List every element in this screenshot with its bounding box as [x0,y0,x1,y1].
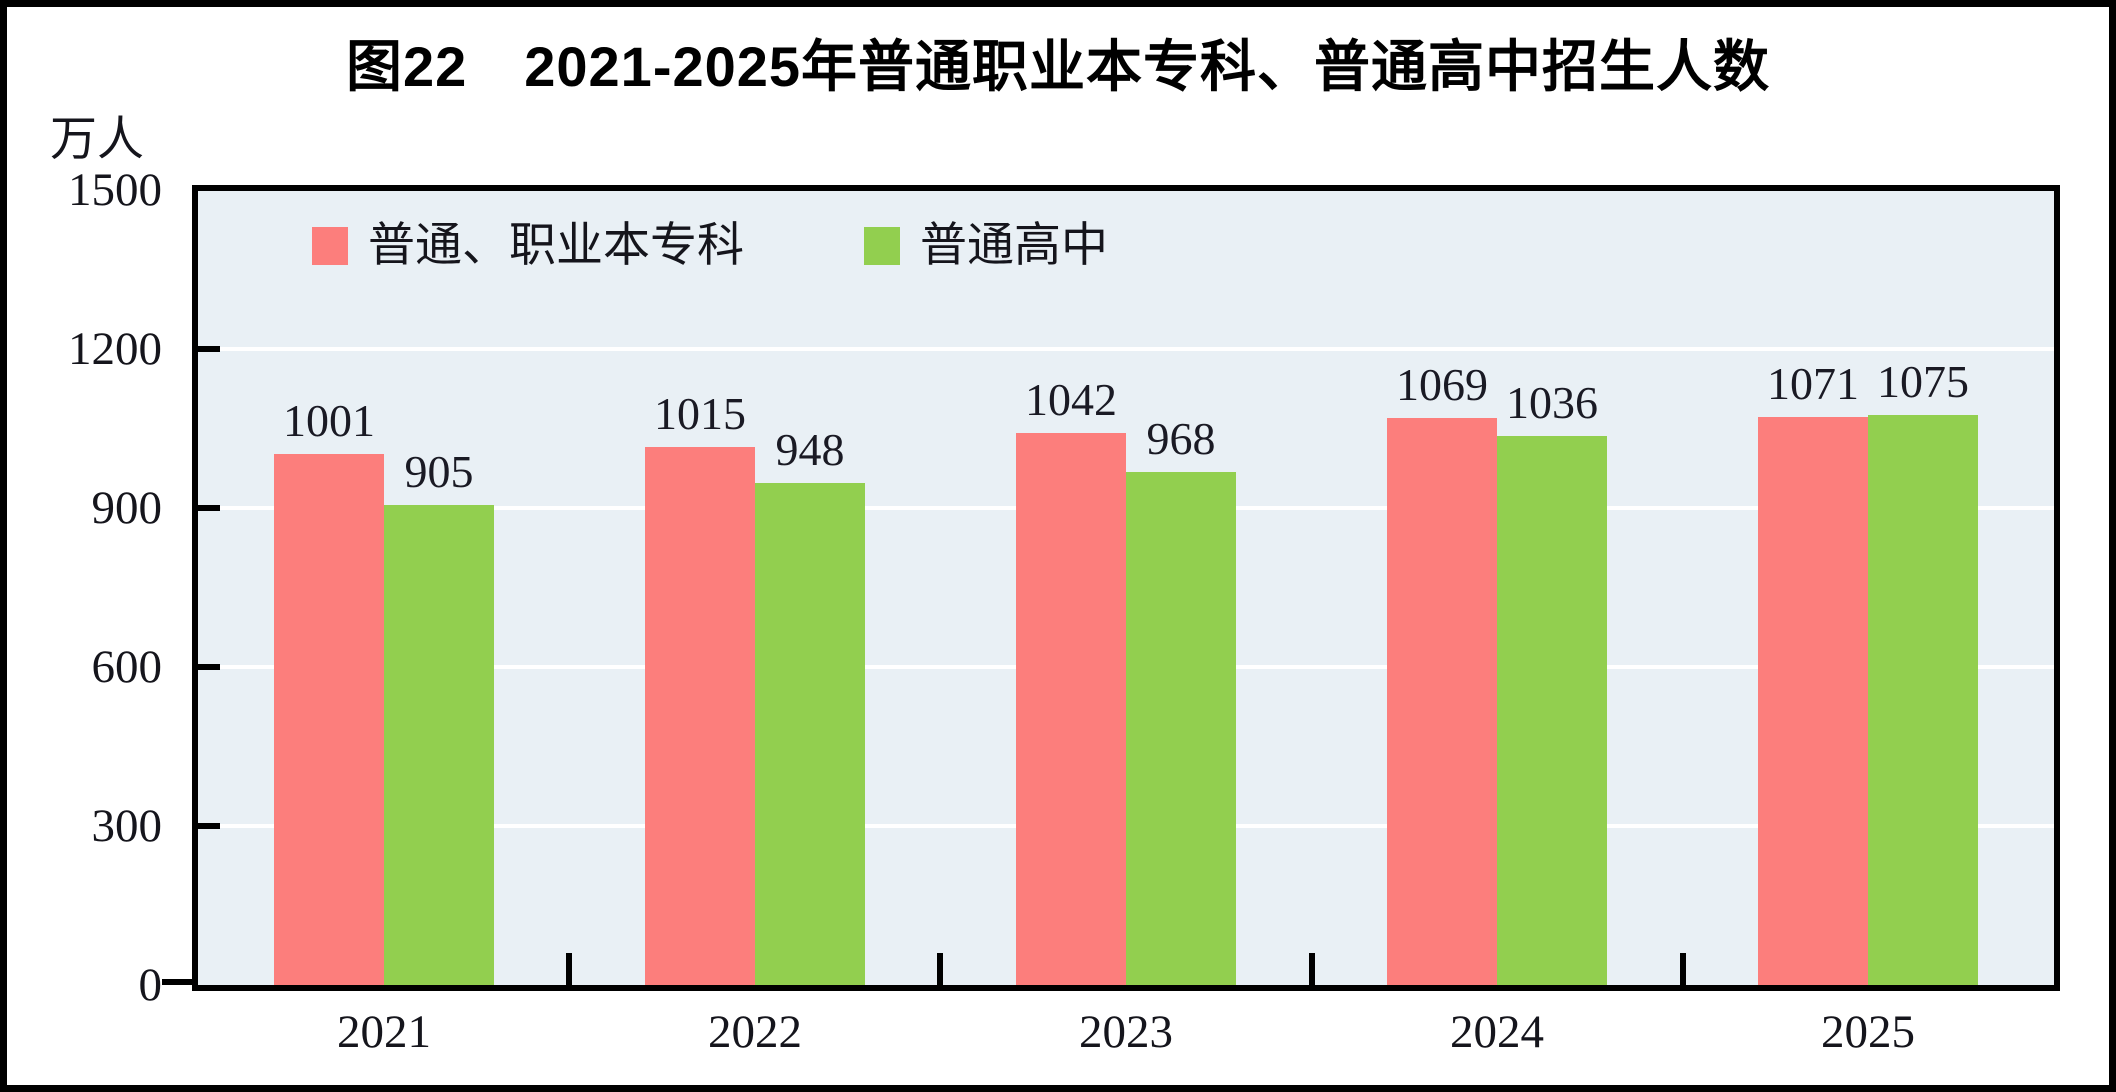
x-category-label-2022: 2022 [708,1006,802,1058]
bar-2023-series-1 [1126,472,1236,985]
y-tick-mark [198,664,220,670]
y-tick-mark [198,346,220,352]
x-tick-mark [1309,953,1315,985]
legend-swatch-icon [864,227,900,265]
value-label-2023-series-0: 1042 [1025,374,1117,425]
value-label-2024-series-0: 1069 [1396,359,1488,410]
x-category-label-2025: 2025 [1821,1006,1915,1058]
value-label-2023-series-1: 968 [1146,413,1216,464]
chart-title: 图22 2021-2025年普通职业本专科、普通高中招生人数 [345,35,1771,98]
y-tick-label: 1500 [68,164,162,216]
legend-item-1: 普通高中 [864,222,1108,270]
y-tick-label: 1200 [68,323,162,375]
bar-2024-series-0 [1387,418,1497,985]
value-label-2024-series-1: 1036 [1506,377,1598,428]
bar-2021-series-0 [274,454,384,985]
x-tick-mark [1680,953,1686,985]
value-label-2021-series-1: 905 [404,446,474,497]
bar-2023-series-0 [1016,433,1126,985]
x-tick-mark [566,953,572,985]
y-axis-unit-label: 万人 [50,114,144,166]
value-label-2022-series-0: 1015 [654,388,746,439]
y-tick-label: 0 [138,959,163,1011]
x-category-label-2024: 2024 [1450,1006,1544,1058]
y-tick-label: 900 [91,482,163,534]
y-tick-mark [198,505,220,511]
gridline-1200 [198,347,2054,351]
bar-2025-series-1 [1868,415,1978,985]
y-tick-label: 300 [91,800,163,852]
value-label-2025-series-1: 1075 [1877,356,1969,407]
bar-2022-series-1 [755,483,865,985]
legend-swatch-icon [312,227,348,265]
legend-label: 普通、职业本专科 [368,220,744,272]
bar-2024-series-1 [1497,436,1607,985]
x-category-label-2021: 2021 [337,1006,431,1058]
x-tick-mark [937,953,943,985]
value-label-2025-series-0: 1071 [1767,358,1859,409]
bar-2021-series-1 [384,505,494,985]
bar-2022-series-0 [645,447,755,985]
chart-legend: 普通、职业本专科 普通高中 [312,222,1108,270]
value-label-2021-series-0: 1001 [283,395,375,446]
y-tick-label: 600 [91,641,163,693]
value-label-2022-series-1: 948 [775,424,845,475]
bar-2025-series-0 [1758,417,1868,985]
legend-label: 普通高中 [920,220,1108,272]
y-zero-tick-mark [162,979,198,985]
x-category-label-2023: 2023 [1079,1006,1173,1058]
legend-item-0: 普通、职业本专科 [312,222,744,270]
y-tick-mark [198,823,220,829]
